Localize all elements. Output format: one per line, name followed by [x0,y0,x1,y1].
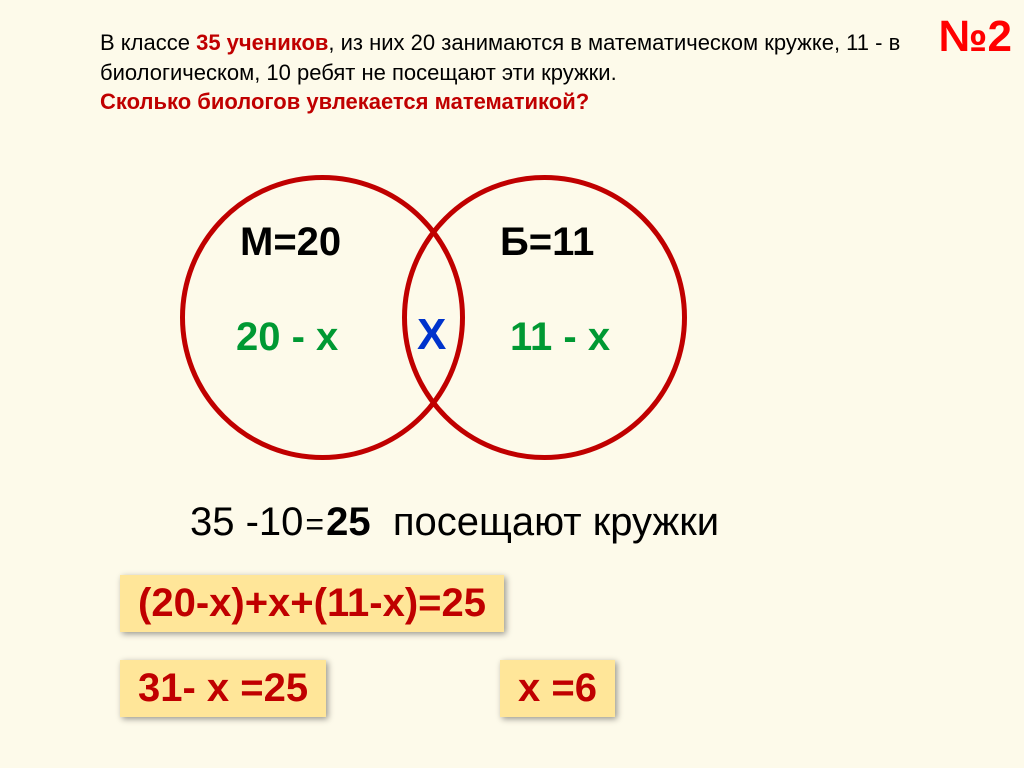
equation-1: (20-х)+х+(11-х)=25 [120,575,504,632]
calc-line1-left: 35 -10 [190,500,303,544]
venn-right-value: 11 - х [510,315,610,360]
problem-prefix: В классе [100,30,196,55]
venn-diagram: М=20 Б=11 20 - х Х 11 - х [180,175,800,475]
calc-line1-right: посещают кружки [382,500,719,544]
venn-intersection: Х [417,310,446,360]
venn-right-label: Б=11 [500,220,594,265]
venn-left-value: 20 - х [236,315,338,360]
problem-question: Сколько биологов увлекается математикой? [100,89,589,114]
venn-left-label: М=20 [240,220,341,265]
problem-highlight: 35 учеников [196,30,328,55]
calc-line1-result: 25 [326,500,371,544]
slide-content: В классе 35 учеников, из них 20 занимают… [100,28,980,117]
calc-line-1: 35 -10=25 посещают кружки [190,500,719,545]
problem-text: В классе 35 учеников, из них 20 занимают… [100,28,980,117]
equation-2: 31- х =25 [120,660,326,717]
equation-3: х =6 [500,660,615,717]
